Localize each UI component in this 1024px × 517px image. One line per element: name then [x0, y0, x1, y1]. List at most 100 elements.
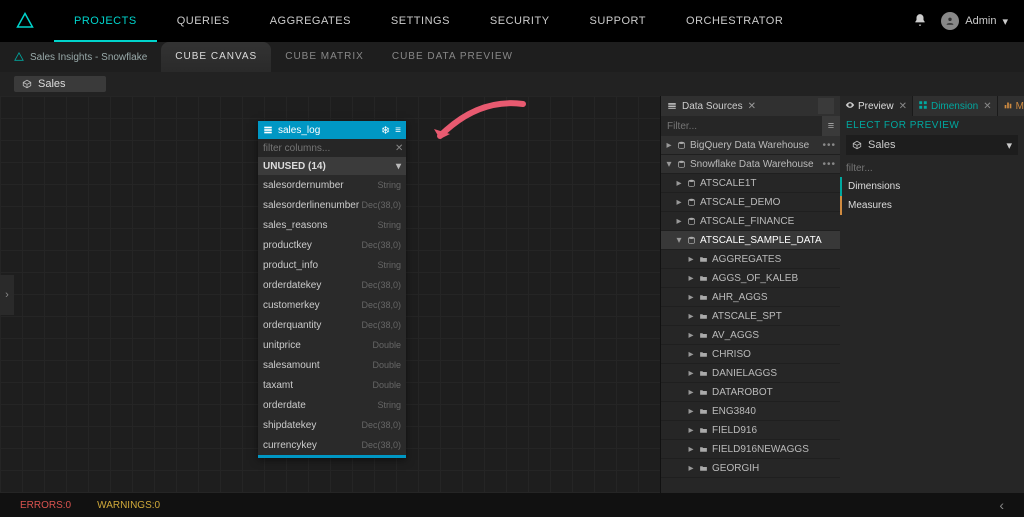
warnings-count[interactable]: WARNINGS:0 [97, 500, 160, 511]
notifications-icon[interactable] [913, 13, 927, 30]
table-column[interactable]: orderdateString [258, 395, 406, 415]
measures-header[interactable]: Measures [840, 196, 1024, 215]
nav-settings[interactable]: SETTINGS [371, 0, 470, 42]
chevron-right-icon: ▸ [687, 387, 695, 398]
table-column[interactable]: taxamtDouble [258, 375, 406, 395]
folder-label: FIELD916 [712, 425, 757, 436]
dimensions-header[interactable]: Dimensions [840, 177, 1024, 196]
connection-node[interactable]: ▸BigQuery Data Warehouse••• [661, 136, 840, 155]
errors-count[interactable]: ERRORS:0 [20, 500, 71, 511]
more-icon[interactable]: ••• [822, 140, 836, 151]
table-panel-header[interactable]: sales_log ❄ ≡ [258, 121, 406, 139]
folder-label: ATSCALE_SPT [712, 311, 782, 322]
schema-folder-node[interactable]: ▸ AHR_AGGS [661, 288, 840, 307]
schema-folder-node[interactable]: ▸FIELD916 [661, 421, 840, 440]
chevron-right-icon: ▸ [675, 197, 683, 208]
database-node[interactable]: ▾ATSCALE_SAMPLE_DATA [661, 231, 840, 250]
breadcrumb[interactable]: Sales Insights - Snowflake [14, 52, 161, 63]
table-column[interactable]: productkeyDec(38,0) [258, 235, 406, 255]
tab-cube-matrix[interactable]: CUBE MATRIX [271, 42, 378, 72]
tab-label: Measures [1016, 101, 1024, 112]
column-name: orderdate [263, 400, 306, 411]
clear-icon[interactable]: ✕ [395, 143, 403, 154]
cube-icon [852, 140, 862, 150]
table-column[interactable]: unitpriceDouble [258, 335, 406, 355]
schema-folder-node[interactable]: ▸ATSCALE_SPT [661, 307, 840, 326]
canvas[interactable]: › sales_log ❄ ≡ ✕ UNUSED (14) ▾ salesord… [0, 96, 1024, 493]
filter-menu-icon[interactable]: ≡ [822, 116, 840, 136]
preview-tab-measures[interactable]: Measures✕ [998, 96, 1024, 116]
project-icon [14, 52, 24, 62]
column-name: salesordernumber [263, 180, 344, 191]
schema-folder-node[interactable]: ▸CHRISO [661, 345, 840, 364]
chevron-right-icon: ▸ [665, 140, 673, 151]
database-node[interactable]: ▸ATSCALE_DEMO [661, 193, 840, 212]
cube-chip[interactable]: Sales [14, 76, 106, 92]
table-column[interactable]: salesamountDouble [258, 355, 406, 375]
nav-support[interactable]: SUPPORT [570, 0, 666, 42]
schema-folder-node[interactable]: ▸GEORGIH [661, 459, 840, 478]
data-sources-panel: Data Sources ✕ ≡ ▸BigQuery Data Warehous… [660, 96, 840, 493]
table-menu-icon[interactable]: ≡ [395, 125, 401, 136]
schema-folder-node[interactable]: ▸ENG3840 [661, 402, 840, 421]
preview-tab-dimension[interactable]: Dimension✕ [913, 96, 998, 116]
breadcrumb-project: Sales Insights - Snowflake [30, 52, 147, 63]
expand-right-icon[interactable]: ‹ [999, 497, 1004, 513]
folder-label: CHRISO [712, 349, 751, 360]
cube-chip-label: Sales [38, 78, 66, 90]
tab-cube-data-preview[interactable]: CUBE DATA PREVIEW [378, 42, 527, 72]
preview-filter-input[interactable] [846, 163, 1018, 174]
cube-select[interactable]: Sales ▾ [846, 135, 1018, 155]
table-filter-input[interactable] [263, 143, 395, 154]
cube-chip-row: Sales [0, 72, 1024, 96]
table-column[interactable]: product_infoString [258, 255, 406, 275]
preview-tab-preview[interactable]: Preview✕ [840, 96, 913, 116]
database-node[interactable]: ▸ATSCALE1T [661, 174, 840, 193]
nav-projects[interactable]: PROJECTS [54, 0, 157, 42]
table-column[interactable]: sales_reasonsString [258, 215, 406, 235]
connection-label: Snowflake Data Warehouse [690, 159, 814, 170]
table-filter[interactable]: ✕ [258, 139, 406, 157]
panel-settings-icon[interactable] [818, 98, 834, 114]
schema-folder-node[interactable]: ▸AGGS_OF_KALEB [661, 269, 840, 288]
nav-orchestrator[interactable]: ORCHESTRATOR [666, 0, 803, 42]
schema-folder-node[interactable]: ▸AV_AGGS [661, 326, 840, 345]
table-section-header[interactable]: UNUSED (14) ▾ [258, 157, 406, 175]
user-menu[interactable]: Admin ▾ [941, 12, 1008, 30]
nav-security[interactable]: SECURITY [470, 0, 570, 42]
table-column[interactable]: shipdatekeyDec(38,0) [258, 415, 406, 435]
folder-label: AHR_AGGS [712, 292, 768, 303]
table-column[interactable]: orderquantityDec(38,0) [258, 315, 406, 335]
column-name: productkey [263, 240, 312, 251]
eye-icon [845, 100, 855, 113]
database-node[interactable]: ▸ATSCALE_FINANCE [661, 212, 840, 231]
table-column[interactable]: customerkeyDec(38,0) [258, 295, 406, 315]
more-icon[interactable]: ••• [822, 159, 836, 170]
table-column[interactable]: orderdatekeyDec(38,0) [258, 275, 406, 295]
column-type: Dec(38,0) [361, 200, 401, 210]
schema-folder-node[interactable]: ▸DANIELAGGS [661, 364, 840, 383]
preview-panel: Preview✕Dimension✕Measures✕ ELECT FOR PR… [840, 96, 1024, 493]
table-panel-title: sales_log [278, 125, 376, 136]
table-column[interactable]: salesordernumberString [258, 175, 406, 195]
close-icon[interactable]: ✕ [983, 101, 991, 112]
column-type: Dec(38,0) [361, 300, 401, 310]
chevron-right-icon: ▸ [687, 292, 695, 303]
guide-arrow [428, 96, 538, 156]
tab-cube-canvas[interactable]: CUBE CANVAS [161, 42, 271, 72]
table-column[interactable]: salesorderlinenumberDec(38,0) [258, 195, 406, 215]
schema-folder-node[interactable]: ▸FIELD916NEWAGGS [661, 440, 840, 459]
column-name: orderdatekey [263, 280, 321, 291]
table-column[interactable]: currencykeyDec(38,0) [258, 435, 406, 455]
connection-node[interactable]: ▾Snowflake Data Warehouse••• [661, 155, 840, 174]
nav-queries[interactable]: QUERIES [157, 0, 250, 42]
table-panel[interactable]: sales_log ❄ ≡ ✕ UNUSED (14) ▾ salesorder… [258, 121, 406, 458]
schema-folder-node[interactable]: ▸AGGREGATES [661, 250, 840, 269]
data-sources-filter-input[interactable] [661, 116, 822, 136]
schema-folder-node[interactable]: ▸DATAROBOT [661, 383, 840, 402]
nav-aggregates[interactable]: AGGREGATES [250, 0, 371, 42]
close-icon[interactable]: ✕ [748, 101, 756, 112]
expand-left-handle[interactable]: › [0, 275, 14, 315]
close-icon[interactable]: ✕ [899, 101, 907, 112]
column-name: salesorderlinenumber [263, 200, 359, 211]
